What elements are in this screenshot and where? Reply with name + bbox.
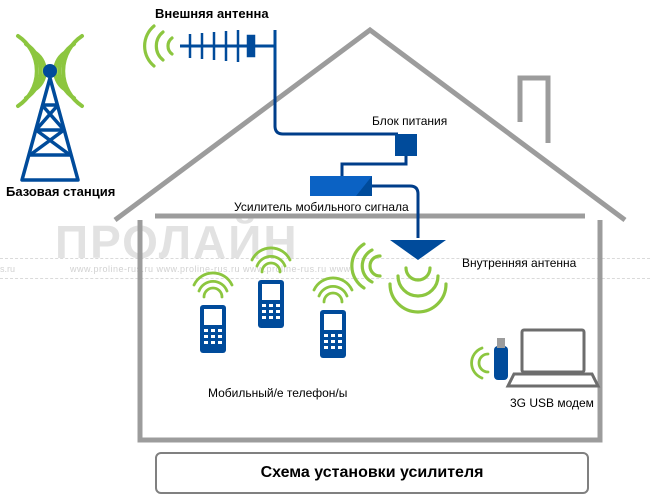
diagram-svg	[0, 0, 650, 503]
laptop-icon	[508, 330, 598, 386]
modem-label: 3G USB модем	[510, 396, 594, 410]
base-station-icon	[18, 36, 82, 180]
psu-icon	[395, 134, 417, 164]
amplifier-label: Усилитель мобильного сигнала	[234, 200, 409, 214]
base-station-label: Базовая станция	[6, 184, 115, 199]
external-antenna-label: Внешняя антенна	[155, 6, 269, 21]
caption-box: Схема установки усилителя	[155, 452, 589, 494]
psu-label: Блок питания	[372, 114, 447, 128]
phones-group	[194, 248, 352, 358]
house-outline	[115, 30, 625, 440]
external-antenna-icon	[145, 26, 275, 100]
caption-text: Схема установки усилителя	[261, 464, 484, 482]
amplifier-icon	[310, 176, 372, 196]
phones-label: Мобильный/е телефон/ы	[208, 386, 347, 400]
internal-antenna-icon	[352, 240, 446, 312]
internal-antenna-label: Внутренняя антенна	[462, 256, 576, 270]
diagram-stage: ПРОЛАЙН s.ru www.proline-rus.ru www.prol…	[0, 0, 650, 503]
usb-modem-icon	[472, 338, 508, 380]
